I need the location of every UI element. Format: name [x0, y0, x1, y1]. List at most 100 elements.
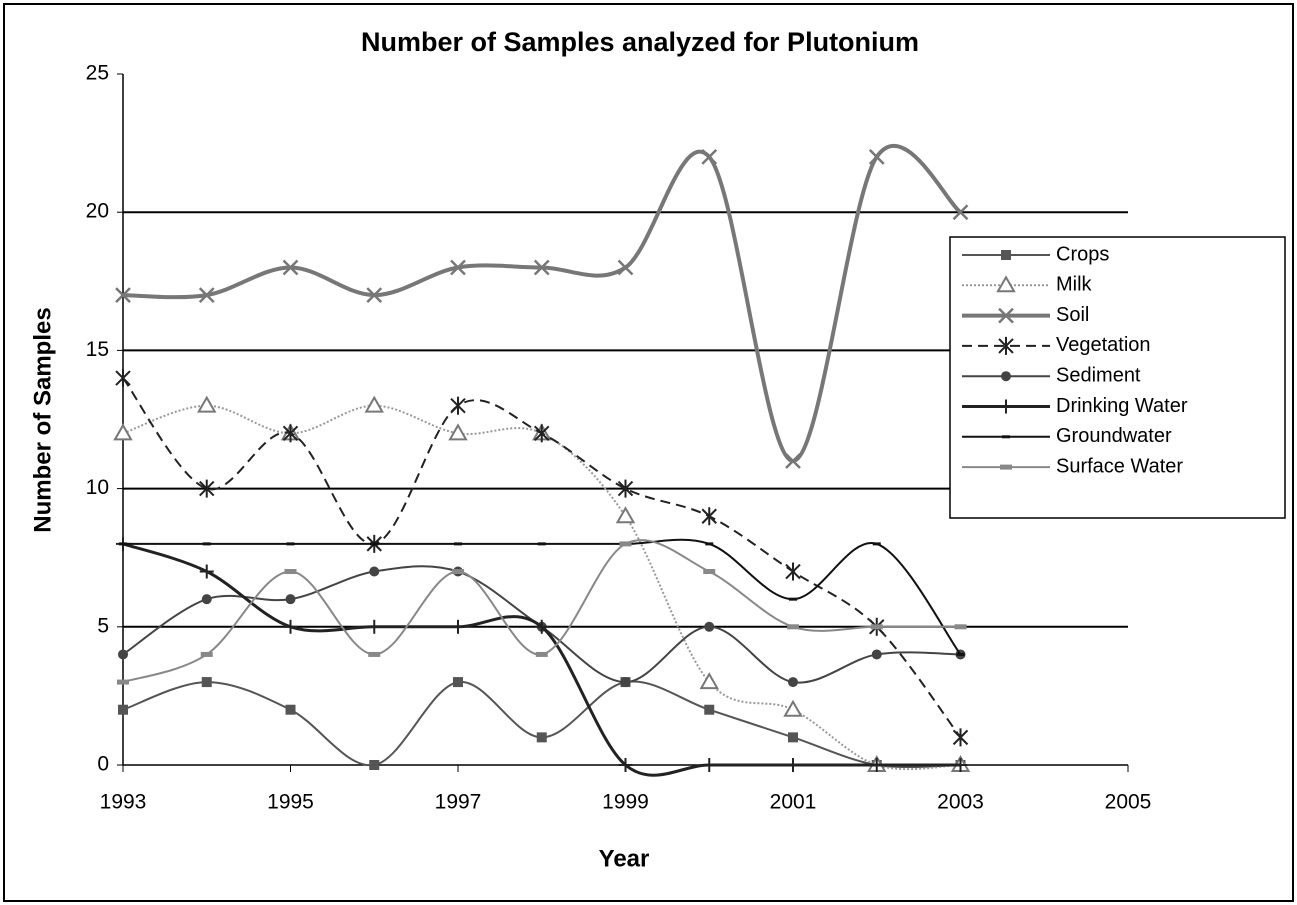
marker-stroke: [868, 149, 885, 165]
marker-stroke: [785, 453, 801, 469]
marker-shape: [369, 566, 380, 577]
marker: [953, 758, 968, 772]
marker-shape: [364, 395, 384, 413]
legend-label: Crops: [1056, 243, 1109, 265]
legend: Crops Milk Soil Vegetation Sediment Drinking …: [949, 236, 1286, 519]
series-line: [122, 377, 962, 738]
y-tick-label: 5: [97, 614, 109, 637]
y-tick-label: 10: [86, 476, 109, 499]
marker: [699, 672, 719, 690]
marker: [115, 369, 131, 388]
marker-shape: [285, 594, 296, 605]
marker: [618, 758, 633, 772]
marker: [785, 453, 801, 469]
marker: [998, 336, 1014, 355]
y-axis-label: Number of Samples: [29, 307, 56, 532]
marker: [197, 395, 217, 413]
legend-label: Vegetation: [1056, 334, 1151, 356]
marker-stroke: [282, 259, 299, 276]
marker: [704, 621, 715, 632]
marker: [701, 507, 717, 526]
marker-shape: [118, 704, 128, 715]
x-axis-label: Year: [599, 845, 650, 872]
marker: [704, 704, 715, 715]
chart-title: Number of Samples analyzed for Plutonium: [361, 27, 919, 57]
marker: [617, 259, 634, 276]
marker: [786, 758, 800, 772]
marker-stroke: [115, 287, 131, 304]
marker: [533, 259, 550, 276]
marker: [788, 677, 798, 688]
legend-label: Surface Water: [1056, 455, 1183, 477]
x-tick-label: 1997: [435, 791, 482, 814]
x-tick-label: 1995: [267, 791, 314, 814]
legend-entry: Crops: [962, 243, 1109, 265]
legend-entry: Surface Water: [962, 455, 1183, 477]
legend-label: Drinking Water: [1056, 395, 1188, 417]
marker-stroke: [366, 287, 383, 304]
marker-stroke: [450, 259, 466, 276]
marker: [369, 760, 380, 770]
marker: [871, 649, 882, 660]
marker-stroke: [998, 307, 1014, 324]
marker-shape: [788, 732, 798, 743]
marker: [952, 728, 969, 747]
legend-entry: Sediment: [962, 364, 1141, 386]
marker: [201, 677, 212, 688]
x-tick-label: 1993: [100, 791, 147, 814]
marker-shape: [369, 760, 380, 770]
marker-stroke: [617, 259, 634, 276]
marker: [115, 287, 131, 304]
marker: [450, 396, 466, 415]
marker: [285, 594, 296, 605]
x-tick-label: 1999: [602, 791, 649, 814]
marker-shape: [201, 677, 212, 688]
marker: [617, 479, 634, 498]
x-tick-label: 2001: [770, 791, 817, 814]
marker: [283, 619, 298, 634]
marker: [701, 149, 718, 165]
marker: [451, 619, 465, 634]
marker-shape: [620, 677, 631, 688]
marker: [620, 677, 631, 688]
marker: [615, 506, 636, 524]
marker-stroke: [533, 259, 550, 276]
marker: [118, 704, 128, 715]
marker: [536, 732, 547, 743]
y-tick-label: 20: [86, 200, 109, 223]
legend-entry: Soil: [962, 304, 1089, 326]
marker-shape: [118, 649, 128, 660]
marker-shape: [704, 621, 715, 632]
marker-shape: [536, 732, 547, 743]
marker-shape: [704, 704, 715, 715]
y-tick-label: 0: [97, 753, 109, 776]
marker-shape: [1001, 371, 1011, 382]
marker: [199, 479, 215, 498]
marker-stroke: [952, 204, 969, 221]
marker-shape: [113, 423, 133, 441]
legend-entry: Groundwater: [962, 425, 1172, 447]
marker: [364, 395, 384, 413]
series-line: [122, 680, 961, 769]
marker: [999, 399, 1013, 414]
legend-label: Groundwater: [1056, 425, 1172, 447]
marker: [1001, 250, 1011, 260]
marker: [282, 259, 299, 276]
marker-shape: [996, 275, 1016, 293]
marker: [998, 307, 1014, 324]
marker: [534, 424, 550, 443]
series-line: [123, 538, 962, 656]
marker: [788, 732, 798, 743]
marker-shape: [197, 395, 217, 413]
marker-shape: [615, 506, 636, 524]
legend-entry: Drinking Water: [962, 395, 1188, 417]
marker: [868, 149, 885, 165]
marker-shape: [453, 677, 463, 688]
series-line: [122, 404, 961, 771]
legend-label: Soil: [1056, 304, 1089, 326]
marker: [783, 699, 803, 717]
y-tick-label: 25: [86, 62, 109, 85]
marker-stroke: [198, 287, 215, 304]
marker: [869, 758, 884, 772]
